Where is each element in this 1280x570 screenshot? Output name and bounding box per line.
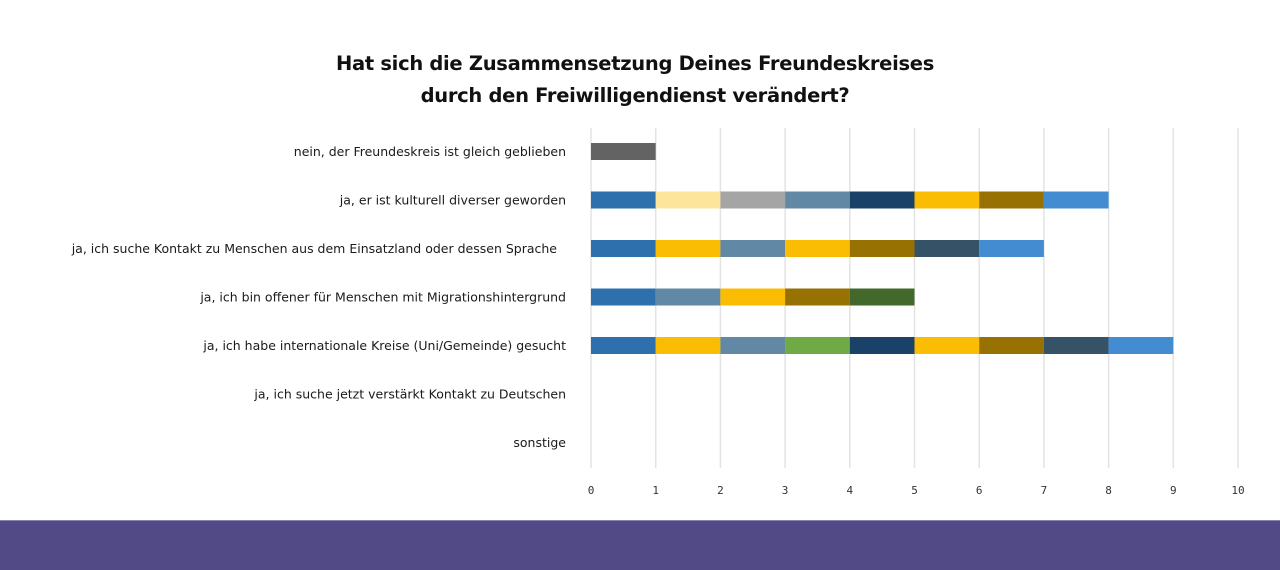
chart-title-line-2: durch den Freiwilligendienst verändert?: [420, 84, 850, 107]
category-labels: nein, der Freundeskreis ist gleich gebli…: [71, 144, 567, 450]
bar-segment: [591, 191, 656, 209]
x-tick-label-10: 10: [1231, 484, 1244, 497]
bar-segment: [1043, 337, 1109, 354]
x-tick-label-8: 8: [1105, 484, 1112, 497]
category-label: ja, ich habe internationale Kreise (Uni/…: [202, 338, 566, 353]
bar-segment: [655, 337, 721, 354]
x-tick-label-3: 3: [782, 484, 789, 497]
bar-segment: [979, 191, 1044, 209]
bar-segment: [849, 191, 915, 209]
x-tick-label-4: 4: [846, 484, 853, 497]
bar-segment: [849, 337, 915, 354]
bar-segment: [720, 288, 786, 306]
bar-segment: [720, 240, 786, 257]
category-label: nein, der Freundeskreis ist gleich gebli…: [294, 144, 566, 159]
bar-segment: [785, 191, 850, 209]
bars: [591, 143, 1174, 354]
bar-segment: [655, 288, 721, 306]
bar-segment: [1043, 191, 1109, 209]
bar-segment: [720, 337, 786, 354]
bar-segment: [591, 288, 656, 306]
gridlines: [590, 128, 1239, 468]
category-label: ja, ich suche Kontakt zu Menschen aus de…: [71, 241, 558, 256]
category-label: ja, er ist kulturell diverser geworden: [339, 193, 566, 208]
bar-segment: [849, 288, 915, 306]
bar-segment: [979, 337, 1044, 354]
bar-segment: [591, 337, 656, 354]
bar-segment: [591, 143, 656, 160]
bar-segment: [785, 240, 850, 257]
bar-segment: [1108, 337, 1174, 354]
bar-segment: [914, 337, 980, 354]
bar-segment: [591, 240, 656, 257]
bar-segment: [655, 191, 721, 209]
x-tick-label-6: 6: [976, 484, 983, 497]
category-label: ja, ich suche jetzt verstärkt Kontakt zu…: [253, 387, 566, 402]
bar-segment: [914, 191, 980, 209]
category-label: sonstige: [513, 435, 566, 450]
x-tick-label-2: 2: [717, 484, 724, 497]
bar-segment: [785, 337, 850, 354]
chart-title: Hat sich die Zusammensetzung Deines Freu…: [0, 48, 1270, 112]
bar-segment: [720, 191, 786, 209]
x-tick-label-1: 1: [652, 484, 659, 497]
footer-band: [0, 520, 1280, 570]
bar-segment: [914, 240, 980, 257]
stacked-bar-chart: nein, der Freundeskreis ist gleich gebli…: [71, 128, 1245, 497]
bar-segment: [979, 240, 1044, 257]
x-tick-label-9: 9: [1170, 484, 1177, 497]
chart-title-line-1: Hat sich die Zusammensetzung Deines Freu…: [335, 52, 935, 75]
x-tick-label-7: 7: [1041, 484, 1048, 497]
bar-segment: [849, 240, 915, 257]
bar-segment: [785, 288, 850, 306]
category-label: ja, ich bin offener für Menschen mit Mig…: [199, 290, 566, 305]
bar-segment: [655, 240, 721, 257]
x-tick-label-5: 5: [911, 484, 918, 497]
x-tick-label-0: 0: [588, 484, 595, 497]
x-tick-labels: 0 1 2 3 4 5 6 7 8 9 10: [588, 484, 1245, 497]
